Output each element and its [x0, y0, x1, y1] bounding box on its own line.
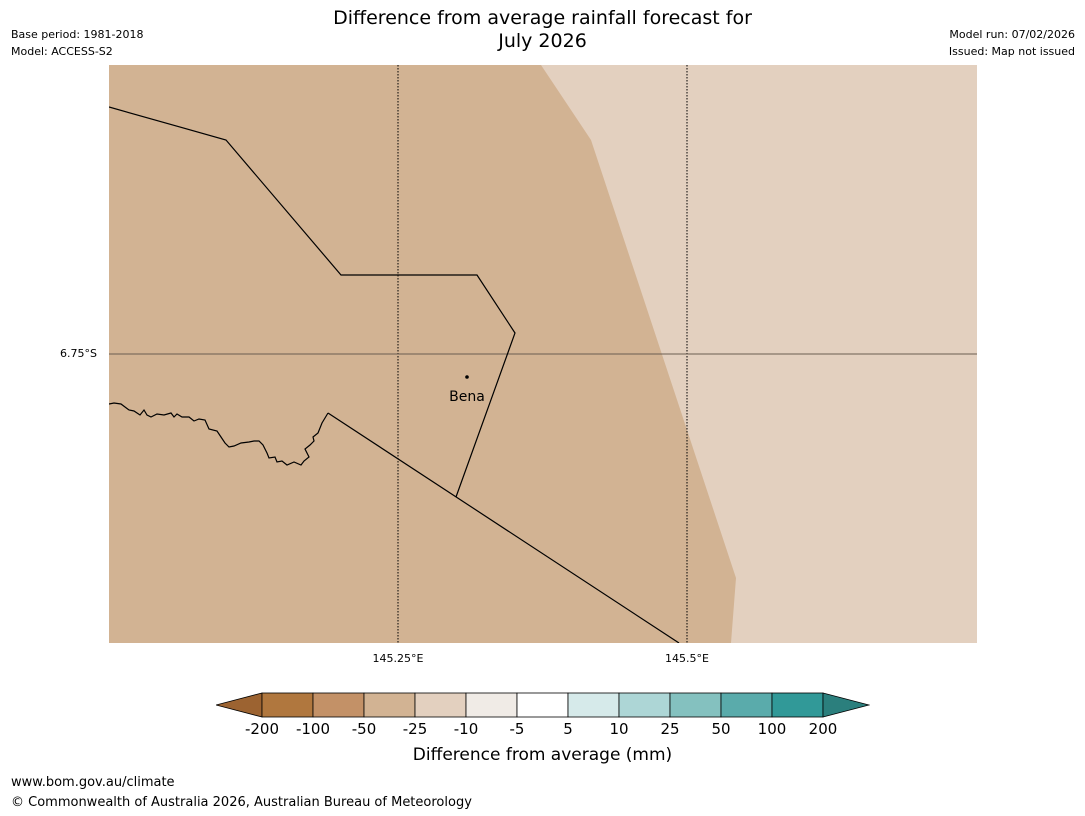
town-marker-bena: [465, 375, 469, 379]
colorbar-tick-label: -5: [509, 720, 525, 738]
model-text: Model: ACCESS-S2: [11, 45, 113, 58]
colorbar-tick-label: 100: [757, 720, 787, 738]
colorbar-tick-label: 50: [711, 720, 731, 738]
colorbar: [214, 692, 871, 724]
base-period-text: Base period: 1981-2018: [11, 28, 144, 41]
colorbar-segment: [312, 692, 365, 718]
colorbar-tick-label: -25: [402, 720, 428, 738]
colorbar-tick-label: -100: [295, 720, 331, 738]
colorbar-tick-label: 25: [660, 720, 680, 738]
colorbar-segment: [567, 692, 620, 718]
colorbar-segment: [516, 692, 569, 718]
map-svg: Bena: [109, 65, 977, 643]
province-boundary: [109, 106, 516, 498]
map-area[interactable]: Bena: [109, 65, 977, 643]
footer-url[interactable]: www.bom.gov.au/climate: [11, 775, 175, 790]
colorbar-segment: [618, 692, 671, 718]
map-title-line2: July 2026: [498, 30, 587, 52]
province-boundary-south: [327, 412, 680, 643]
colorbar-segment: [771, 692, 824, 718]
colorbar-tick-label: -200: [244, 720, 280, 738]
issued-text: Issued: Map not issued: [948, 45, 1075, 58]
colorbar-tick-label: 5: [563, 720, 573, 738]
colorbar-segment: [720, 692, 773, 718]
town-label-bena: Bena: [449, 389, 485, 405]
colorbar-title: Difference from average (mm): [412, 745, 673, 765]
longitude-label-145-25: 145.25°E: [372, 652, 424, 665]
map-title: Difference from average rainfall forecas…: [0, 7, 1085, 53]
longitude-label-145-5: 145.5°E: [665, 652, 709, 665]
colorbar-extend-low: [214, 692, 263, 718]
colorbar-tick-label: 200: [808, 720, 838, 738]
colorbar-tick-label: -10: [453, 720, 479, 738]
model-run-text: Model run: 07/02/2026: [949, 28, 1075, 41]
colorbar-svg: [214, 692, 871, 718]
coastline: [109, 402, 329, 466]
footer-copyright: © Commonwealth of Australia 2026, Austra…: [11, 795, 472, 810]
colorbar-tick-label: -50: [351, 720, 377, 738]
latitude-label: 6.75°S: [60, 347, 97, 360]
colorbar-tick-label: 10: [609, 720, 629, 738]
map-title-line1: Difference from average rainfall forecas…: [333, 7, 752, 29]
metadata-right: Model run: 07/02/2026 Issued: Map not is…: [949, 26, 1075, 60]
colorbar-segment: [261, 692, 314, 718]
colorbar-segment: [414, 692, 467, 718]
colorbar-extend-high: [822, 692, 871, 718]
colorbar-segment: [465, 692, 518, 718]
colorbar-segment: [363, 692, 416, 718]
colorbar-segment: [669, 692, 722, 718]
metadata-left: Base period: 1981-2018 Model: ACCESS-S2: [11, 26, 143, 60]
